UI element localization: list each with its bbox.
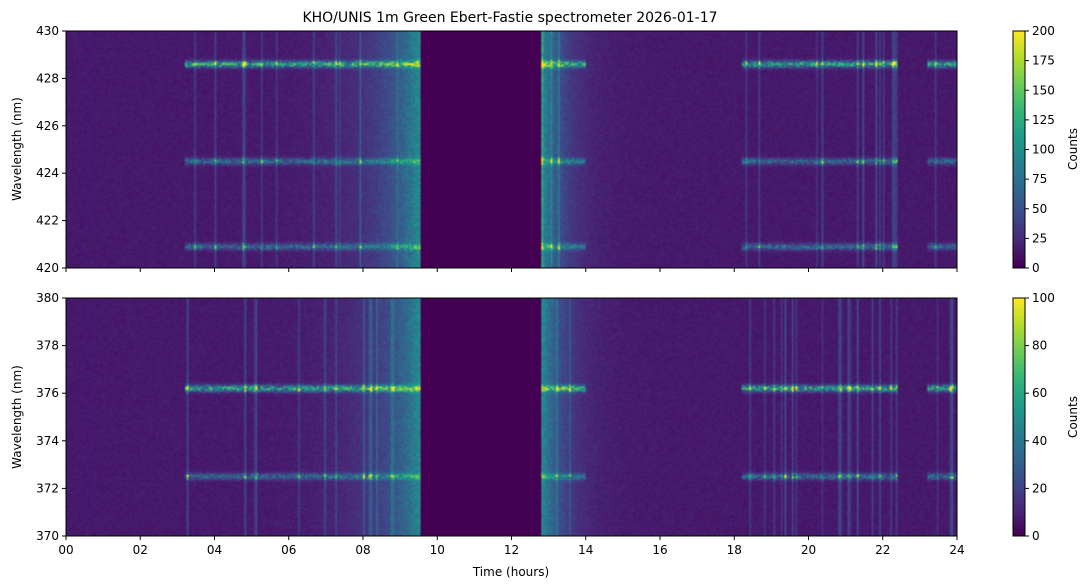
top-x-ticks (65, 268, 958, 272)
top-colorbar-tick-label: 100 (1032, 143, 1055, 157)
top-y-tick-label: 426 (36, 119, 59, 133)
top-colorbar-label: Counts (1066, 128, 1080, 170)
bot-colorbar-tick-label: 0 (1032, 529, 1040, 543)
top-y-tick-label: 430 (36, 24, 59, 38)
bot-colorbar-tick-label: 80 (1032, 339, 1047, 353)
top-panel: 420 422 424 426 428 430 Wavelength (nm) 0 25 50… (10, 24, 1080, 275)
top-colorbar-tick-label: 175 (1032, 54, 1055, 68)
bottom-y-ticks: 370 372 374 376 378 380 (36, 291, 66, 543)
bot-colorbar-tick-label: 20 (1032, 481, 1047, 495)
bot-x-tick-label: 16 (652, 543, 667, 557)
bottom-colorbar (1013, 298, 1025, 536)
bot-colorbar-tick-label: 40 (1032, 434, 1047, 448)
bot-y-tick-label: 370 (36, 529, 59, 543)
top-y-tick-label: 422 (36, 214, 59, 228)
top-heatmap (66, 31, 957, 268)
top-colorbar-tick-label: 200 (1032, 24, 1055, 38)
x-axis-label: Time (hours) (472, 565, 549, 579)
bot-y-tick-label: 372 (36, 481, 59, 495)
top-y-ticks: 420 422 424 426 428 430 (36, 24, 66, 275)
bottom-colorbar-label: Counts (1066, 396, 1080, 438)
top-colorbar-ticks: 0 25 50 75 100 125 150 175 200 (1025, 24, 1055, 275)
figure-title: KHO/UNIS 1m Green Ebert-Fastie spectrome… (302, 10, 717, 26)
bottom-colorbar-frame (1012, 297, 1026, 537)
top-y-axis-label: Wavelength (nm) (10, 97, 24, 201)
bottom-x-ticks: 00 02 04 06 08 10 12 14 16 18 20 22 24 (58, 536, 965, 557)
bot-colorbar-tick-label: 60 (1032, 386, 1047, 400)
top-colorbar-tick-label: 75 (1032, 172, 1047, 186)
bot-x-tick-label: 02 (133, 543, 148, 557)
bot-y-tick-label: 380 (36, 291, 59, 305)
bot-x-tick-label: 24 (949, 543, 964, 557)
top-colorbar (1013, 31, 1025, 268)
bottom-panel: 370 372 374 376 378 380 00 02 04 06 08 10 12 14 16 18 2… (10, 291, 1080, 579)
top-colorbar-tick-label: 125 (1032, 113, 1055, 127)
bot-x-tick-label: 12 (504, 543, 519, 557)
bot-colorbar-tick-label: 100 (1032, 291, 1055, 305)
top-y-tick-label: 420 (36, 261, 59, 275)
bot-x-tick-label: 00 (58, 543, 73, 557)
bot-x-tick-label: 14 (578, 543, 593, 557)
bot-x-tick-label: 22 (875, 543, 890, 557)
bot-x-tick-label: 04 (207, 543, 222, 557)
bot-x-tick-label: 10 (430, 543, 445, 557)
top-y-tick-label: 428 (36, 71, 59, 85)
bot-y-tick-label: 376 (36, 386, 59, 400)
top-colorbar-tick-label: 50 (1032, 202, 1047, 216)
bot-y-tick-label: 378 (36, 339, 59, 353)
bot-x-tick-label: 18 (727, 543, 742, 557)
bottom-colorbar-ticks: 0 20 40 60 80 100 (1025, 291, 1055, 543)
bot-y-tick-label: 374 (36, 434, 59, 448)
top-y-tick-label: 424 (36, 166, 59, 180)
top-colorbar-tick-label: 25 (1032, 231, 1047, 245)
bot-x-tick-label: 08 (355, 543, 370, 557)
bottom-y-axis-label: Wavelength (nm) (10, 365, 24, 469)
top-colorbar-tick-label: 150 (1032, 83, 1055, 97)
top-colorbar-tick-label: 0 (1032, 261, 1040, 275)
bottom-heatmap (66, 298, 957, 536)
bot-x-tick-label: 20 (801, 543, 816, 557)
bot-x-tick-label: 06 (281, 543, 296, 557)
